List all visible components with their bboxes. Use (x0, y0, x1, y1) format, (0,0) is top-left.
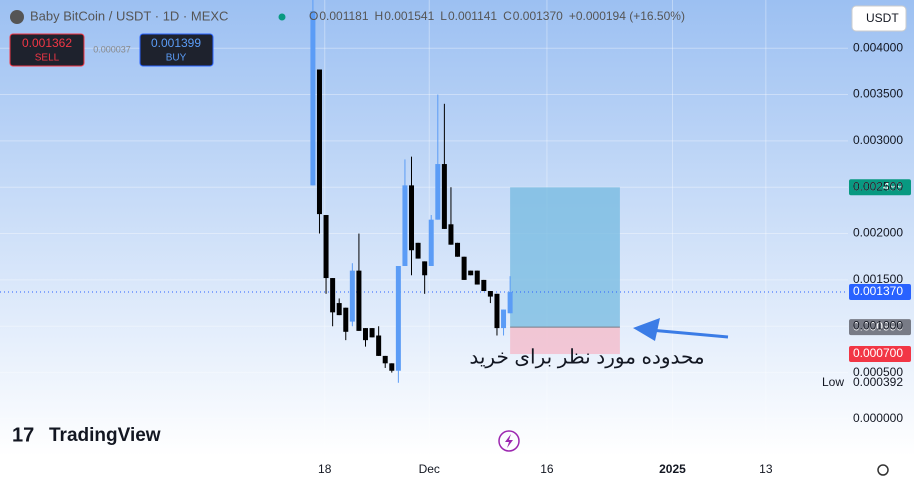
x-tick-label: 16 (540, 462, 554, 476)
candle-body (376, 335, 382, 356)
candle-body (389, 363, 395, 371)
lightning-icon (505, 434, 513, 448)
candle-body (362, 328, 368, 341)
candle-body (336, 303, 342, 316)
ohlc-key: O (309, 9, 318, 23)
buy-button[interactable] (139, 33, 214, 67)
stop-zone (510, 327, 620, 355)
candle-body (415, 242, 421, 259)
arrow-head (633, 318, 660, 341)
candle-body (310, 11, 316, 186)
price-label-box (849, 346, 911, 363)
ohlc-key: H (375, 9, 384, 23)
y-tick-label: 0.000500 (853, 365, 903, 379)
time-axis (0, 456, 914, 484)
x-tick-label: 13 (759, 462, 773, 476)
ohlc-value: 0.001181 (319, 9, 368, 23)
status-dot (278, 13, 286, 21)
y-tick-label: 0.004000 (853, 40, 903, 54)
x-tick-label: Dec (419, 462, 440, 476)
logo-mark: 17 (12, 424, 34, 446)
candle-body (448, 224, 454, 245)
candle-body (343, 307, 349, 332)
price-label-box (849, 283, 911, 300)
ohlc-value: 0.001370 (513, 9, 563, 23)
background (0, 0, 914, 456)
candle-body (316, 69, 322, 215)
candle-body (487, 291, 493, 297)
candle-body (409, 185, 415, 251)
currency-label: USDT (866, 11, 899, 25)
symbol-title[interactable]: Baby BitCoin / USDT · 1D · MEXC (30, 8, 228, 23)
candle-body (461, 256, 467, 280)
sell-price: 0.001362 (22, 36, 72, 50)
y-tick-label: 0.002000 (853, 226, 903, 240)
sell-button[interactable] (9, 33, 85, 67)
low-label: Low (822, 375, 844, 389)
ohlc-change: +0.000194 (+16.50%) (569, 9, 685, 23)
candle-body (382, 355, 388, 364)
ohlc-key: C (503, 9, 512, 23)
ohlc-value: 0.001141 (448, 9, 497, 23)
candle-body (468, 270, 474, 276)
price-label: 0.002499 (853, 179, 903, 193)
price-label: 0.001370 (853, 284, 903, 298)
y-tick-label: 0.003000 (853, 133, 903, 147)
price-label-box (849, 179, 911, 196)
price-label-box (849, 319, 911, 336)
low-value: 0.000392 (853, 375, 903, 389)
x-tick-label: 2025 (659, 462, 686, 476)
target-zone (510, 187, 620, 328)
candle-body (422, 261, 428, 276)
candle-body (402, 185, 408, 266)
candle-body (395, 266, 401, 371)
candle-body (356, 270, 362, 331)
candle-body (330, 278, 336, 313)
candle-body (428, 219, 434, 266)
ohlc-value: 0.001541 (384, 9, 434, 23)
candle-body (501, 309, 507, 329)
settings-button[interactable] (877, 464, 889, 476)
candle-body (435, 164, 441, 220)
candle-body (441, 164, 447, 229)
ohlc-key: L (440, 9, 447, 23)
y-tick-label: 0.003500 (853, 87, 903, 101)
brand[interactable]: TradingView (49, 425, 161, 446)
candle-body (369, 328, 375, 338)
annotation: محدوده مورد نظر برای خرید (469, 346, 704, 368)
candle-body (455, 242, 461, 257)
x-tick-label: 18 (318, 462, 332, 476)
candle-body (474, 270, 480, 285)
currency-select[interactable] (851, 5, 907, 32)
y-tick-label: 0.001500 (853, 272, 903, 286)
y-tick-label: 0.000000 (853, 411, 903, 425)
candle-body (349, 270, 355, 322)
candle-body (481, 279, 487, 292)
arrow-shaft (649, 328, 729, 339)
lightning-button[interactable] (498, 430, 520, 452)
spread: 0.000037 (93, 44, 131, 54)
candle-body (507, 291, 513, 314)
buy-price: 0.001399 (151, 36, 201, 50)
price-label: 0.000700 (853, 346, 903, 360)
buy-label: BUY (166, 53, 187, 64)
sell-label: SELL (35, 53, 60, 64)
candle-body (494, 293, 500, 329)
price-label: 0.000990 (853, 319, 903, 333)
y-tick-label: 0.001000 (853, 318, 903, 332)
coin-icon (10, 10, 24, 24)
candle-body (323, 215, 329, 279)
y-tick-label: 0.002500 (853, 179, 903, 193)
